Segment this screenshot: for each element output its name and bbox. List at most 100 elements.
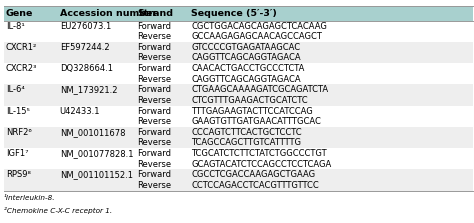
- Text: Sequence (5′-3′): Sequence (5′-3′): [191, 9, 277, 18]
- Bar: [189, 74, 473, 85]
- Text: IL-15⁵: IL-15⁵: [6, 107, 29, 116]
- Bar: [135, 106, 189, 116]
- Text: IL-6⁴: IL-6⁴: [6, 85, 25, 94]
- Text: GCCAAGAGAGCAACAGCCAGCT: GCCAAGAGAGCAACAGCCAGCT: [191, 32, 322, 41]
- Bar: [4, 95, 58, 106]
- Bar: [189, 53, 473, 63]
- Bar: [4, 74, 58, 85]
- Bar: [58, 169, 135, 180]
- Bar: [189, 169, 473, 180]
- Bar: [4, 63, 58, 74]
- Text: CGCTGGACAGCAGAGCTCACAAG: CGCTGGACAGCAGAGCTCACAAG: [191, 22, 327, 31]
- Bar: [189, 148, 473, 159]
- Text: Forward: Forward: [137, 64, 171, 73]
- Bar: [58, 6, 135, 21]
- Bar: [135, 74, 189, 85]
- Text: TCAGCCAGCTTGTCATTTTG: TCAGCCAGCTTGTCATTTTG: [191, 138, 301, 147]
- Bar: [58, 85, 135, 95]
- Text: ²Chemokine C-X-C receptor 1.: ²Chemokine C-X-C receptor 1.: [4, 207, 112, 214]
- Text: Forward: Forward: [137, 85, 171, 94]
- Bar: [189, 21, 473, 31]
- Bar: [4, 85, 58, 95]
- Bar: [58, 63, 135, 74]
- Bar: [4, 180, 58, 191]
- Bar: [189, 95, 473, 106]
- Bar: [189, 138, 473, 148]
- Text: Forward: Forward: [137, 170, 171, 179]
- Bar: [4, 159, 58, 169]
- Bar: [4, 138, 58, 148]
- Bar: [189, 180, 473, 191]
- Bar: [58, 138, 135, 148]
- Bar: [58, 127, 135, 138]
- Text: Strand: Strand: [137, 9, 173, 18]
- Bar: [58, 53, 135, 63]
- Text: CGCCTCGACCAAGAGCTGAAG: CGCCTCGACCAAGAGCTGAAG: [191, 170, 315, 179]
- Bar: [4, 148, 58, 159]
- Text: NM_001101152.1: NM_001101152.1: [60, 170, 133, 179]
- Text: NRF2⁶: NRF2⁶: [6, 128, 31, 137]
- Text: ¹Interleukin-8.: ¹Interleukin-8.: [4, 195, 55, 201]
- Text: Reverse: Reverse: [137, 117, 171, 126]
- Text: Forward: Forward: [137, 128, 171, 137]
- Text: IL-8¹: IL-8¹: [6, 22, 25, 31]
- Bar: [135, 6, 189, 21]
- Bar: [135, 169, 189, 180]
- Bar: [135, 21, 189, 31]
- Bar: [58, 180, 135, 191]
- Text: Reverse: Reverse: [137, 54, 171, 62]
- Text: Reverse: Reverse: [137, 75, 171, 84]
- Text: Forward: Forward: [137, 149, 171, 158]
- Text: CCTCCAGACCTCACGTTTGTTCC: CCTCCAGACCTCACGTTTGTTCC: [191, 181, 319, 190]
- Text: CAGGTTCAGCAGGTAGACA: CAGGTTCAGCAGGTAGACA: [191, 54, 301, 62]
- Bar: [135, 95, 189, 106]
- Bar: [189, 42, 473, 53]
- Text: Reverse: Reverse: [137, 138, 171, 147]
- Bar: [4, 53, 58, 63]
- Text: Gene: Gene: [6, 9, 33, 18]
- Bar: [58, 148, 135, 159]
- Bar: [189, 116, 473, 127]
- Text: EU276073.1: EU276073.1: [60, 22, 111, 31]
- Bar: [4, 31, 58, 42]
- Bar: [58, 106, 135, 116]
- Text: Reverse: Reverse: [137, 96, 171, 105]
- Bar: [58, 116, 135, 127]
- Text: GAAGTGTTGATGAACATTTGCAC: GAAGTGTTGATGAACATTTGCAC: [191, 117, 321, 126]
- Bar: [189, 63, 473, 74]
- Text: Accession number: Accession number: [60, 9, 157, 18]
- Text: Forward: Forward: [137, 22, 171, 31]
- Text: CTGAAGCAAAAGATCGCAGATCTA: CTGAAGCAAAAGATCGCAGATCTA: [191, 85, 328, 94]
- Text: CAGGTTCAGCAGGTAGACA: CAGGTTCAGCAGGTAGACA: [191, 75, 301, 84]
- Text: RPS9⁸: RPS9⁸: [6, 170, 30, 179]
- Text: Reverse: Reverse: [137, 160, 171, 169]
- Text: TCGCATCTCTTCTATCTGGCCCTGT: TCGCATCTCTTCTATCTGGCCCTGT: [191, 149, 327, 158]
- Text: NM_001011678: NM_001011678: [60, 128, 125, 137]
- Text: CXCR1²: CXCR1²: [6, 43, 37, 52]
- Text: Forward: Forward: [137, 43, 171, 52]
- Bar: [4, 116, 58, 127]
- Bar: [135, 127, 189, 138]
- Text: NM_001077828.1: NM_001077828.1: [60, 149, 133, 158]
- Bar: [189, 159, 473, 169]
- Text: U42433.1: U42433.1: [60, 107, 100, 116]
- Text: CAACACTGACCTGCCCTCTA: CAACACTGACCTGCCCTCTA: [191, 64, 304, 73]
- Bar: [135, 63, 189, 74]
- Bar: [189, 31, 473, 42]
- Bar: [135, 42, 189, 53]
- Text: TTTGAGAAGTACTTCCATCCAG: TTTGAGAAGTACTTCCATCCAG: [191, 107, 313, 116]
- Bar: [135, 148, 189, 159]
- Bar: [4, 106, 58, 116]
- Text: Reverse: Reverse: [137, 32, 171, 41]
- Bar: [135, 85, 189, 95]
- Bar: [135, 53, 189, 63]
- Text: CXCR2³: CXCR2³: [6, 64, 37, 73]
- Text: CCCAGTCTTCACTGCTCCTC: CCCAGTCTTCACTGCTCCTC: [191, 128, 301, 137]
- Bar: [4, 21, 58, 31]
- Bar: [58, 31, 135, 42]
- Bar: [4, 6, 58, 21]
- Text: IGF1⁷: IGF1⁷: [6, 149, 28, 158]
- Bar: [135, 138, 189, 148]
- Bar: [135, 31, 189, 42]
- Bar: [58, 74, 135, 85]
